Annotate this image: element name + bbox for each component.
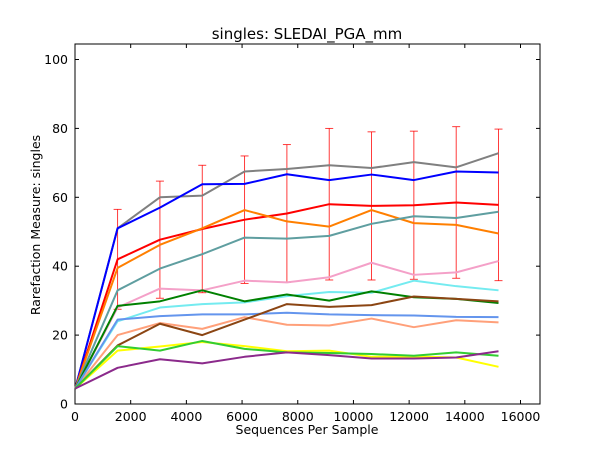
x-tick-label: 12000 [389, 409, 429, 424]
series-line-2 [74, 170, 499, 389]
series-line-3 [74, 201, 499, 389]
series-line-6 [74, 260, 499, 389]
y-tick-label: 60 [52, 190, 68, 205]
chart-title: singles: SLEDAI_PGA_mm [212, 25, 403, 44]
series-line-8 [74, 279, 499, 390]
x-tick-label: 10000 [334, 409, 374, 424]
x-tick-label: 14000 [445, 409, 485, 424]
plot-area: 0 2000 4000 6000 8000 10000 12000 14000 16000 0 20… [44, 43, 541, 424]
series-line-1 [74, 152, 499, 389]
series-line-11 [74, 295, 499, 390]
y-tick-label: 100 [44, 52, 68, 67]
x-tick-label: 8000 [282, 409, 314, 424]
x-axis-label: Sequences Per Sample [236, 422, 379, 437]
series-line-12 [74, 340, 499, 390]
y-tick-label: 0 [60, 397, 68, 412]
x-tick-label: 6000 [226, 409, 258, 424]
y-axis-label: Rarefaction Measure: singles [28, 135, 43, 315]
x-tick-label: 4000 [170, 409, 202, 424]
x-tick-label: 2000 [115, 409, 147, 424]
x-tick-label: 0 [71, 409, 79, 424]
series-line-5 [74, 210, 499, 389]
y-tick-label: 20 [52, 328, 68, 343]
series-line-7 [74, 316, 499, 390]
series-line-13 [74, 339, 499, 390]
series-line-10 [74, 311, 499, 390]
plot-frame [74, 43, 541, 405]
x-tick-label: 16000 [501, 409, 541, 424]
y-tick-label: 80 [52, 121, 68, 136]
series-line-4 [74, 209, 499, 389]
series-line-14 [74, 350, 499, 390]
y-tick-label: 40 [52, 259, 68, 274]
